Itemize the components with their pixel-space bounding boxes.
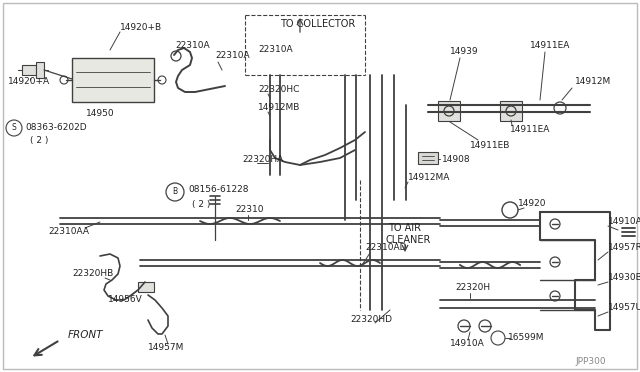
Text: 14939: 14939 [450,48,479,57]
Text: 14910AA: 14910AA [608,218,640,227]
Text: 14920+A: 14920+A [8,77,50,87]
Text: 22320HA: 22320HA [242,155,284,164]
Text: 22320H: 22320H [455,283,490,292]
Text: JPP300: JPP300 [575,357,605,366]
FancyBboxPatch shape [438,101,460,121]
Text: 14911EA: 14911EA [510,125,550,135]
Text: 22310A: 22310A [258,45,292,55]
Text: 14956V: 14956V [108,295,143,305]
Text: 14920: 14920 [518,199,547,208]
Text: 14910A: 14910A [450,340,484,349]
Text: 22320HB: 22320HB [72,269,113,279]
Text: 08363-6202D: 08363-6202D [25,124,86,132]
Text: 08156-61228: 08156-61228 [188,186,248,195]
FancyBboxPatch shape [138,282,154,292]
Text: 14957M: 14957M [148,343,184,353]
Text: 14912M: 14912M [575,77,611,87]
Text: 22310A: 22310A [215,51,250,61]
Text: 14908: 14908 [442,154,470,164]
Text: 16599M: 16599M [508,334,545,343]
Text: B: B [172,187,177,196]
Text: 14920+B: 14920+B [120,23,162,32]
FancyBboxPatch shape [36,62,44,78]
Text: 22310: 22310 [235,205,264,215]
Text: TO COLLECTOR: TO COLLECTOR [280,19,355,29]
Text: 14957U: 14957U [608,304,640,312]
FancyBboxPatch shape [500,101,522,121]
Text: FRONT: FRONT [68,330,104,340]
Text: 14912MB: 14912MB [258,103,300,112]
Text: 14930B: 14930B [608,273,640,282]
Text: 14912MA: 14912MA [408,173,451,183]
Text: 14911EA: 14911EA [530,42,570,51]
Text: 22320HD: 22320HD [350,315,392,324]
Text: 22320HC: 22320HC [258,86,300,94]
Text: 14950: 14950 [86,109,115,119]
FancyBboxPatch shape [418,152,438,164]
Text: CLEANER: CLEANER [385,235,430,245]
Text: ( 2 ): ( 2 ) [192,199,211,208]
Text: 22310AD: 22310AD [365,244,406,253]
Text: 22310AA: 22310AA [48,228,89,237]
Text: S: S [12,124,17,132]
FancyBboxPatch shape [22,65,36,75]
Text: 22310A: 22310A [175,42,210,51]
Text: 14911EB: 14911EB [470,141,510,150]
Text: TO AIR: TO AIR [388,223,421,233]
Text: 14957R: 14957R [608,244,640,253]
Text: ( 2 ): ( 2 ) [30,135,49,144]
FancyBboxPatch shape [72,58,154,102]
